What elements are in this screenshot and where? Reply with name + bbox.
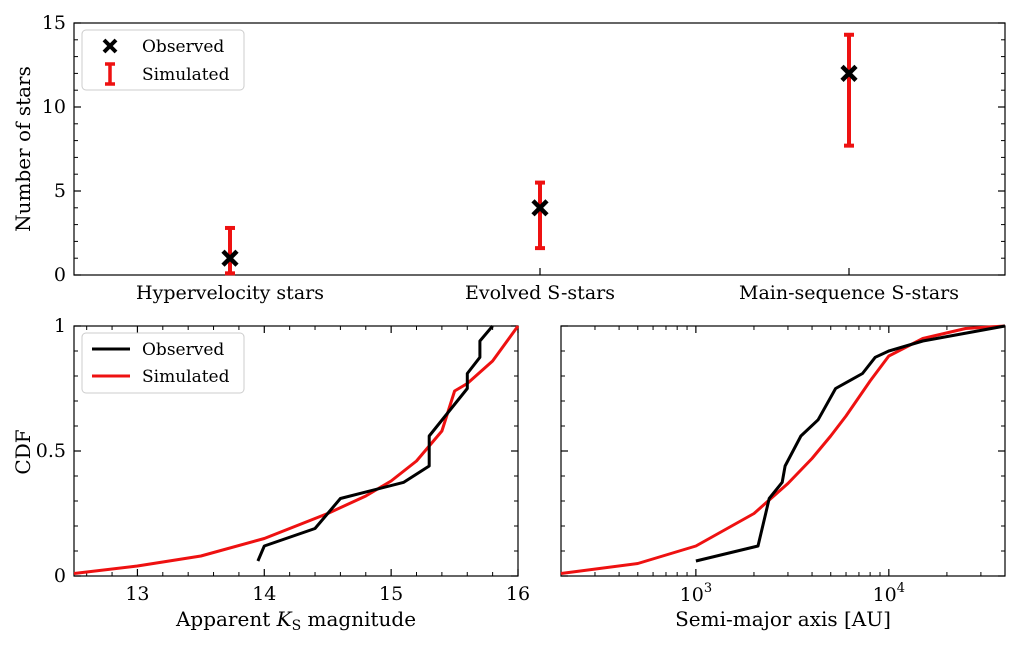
bl-legend: Observed Simulated (81, 332, 245, 394)
top-ytick-label: 0 (54, 264, 66, 286)
bl-line-observed (256, 325, 494, 562)
bl-xtick-label: 14 (252, 583, 276, 605)
br-line-observed (695, 324, 1006, 563)
bl-xtick-label: 15 (379, 583, 403, 605)
simulated-errorbar (535, 180, 545, 251)
observed-x-marker (840, 64, 858, 82)
br-plot-frame (560, 325, 1006, 577)
bottom-right-panel: 103 104 Semi-major axis [AU] (560, 324, 1006, 631)
bl-ytick-label: 0.5 (36, 440, 66, 462)
bl-legend-observed: Observed (142, 340, 224, 360)
simulated-errorbar (844, 32, 854, 148)
top-ylabel: Number of stars (11, 66, 35, 232)
legend-observed-marker (102, 38, 118, 54)
br-xlabel: Semi-major axis [AU] (675, 607, 891, 631)
top-ytick-label: 15 (42, 12, 66, 34)
legend-simulated-marker (105, 62, 115, 86)
bl-ytick-label: 0 (54, 565, 66, 587)
top-legend-observed: Observed (142, 37, 224, 57)
simulated-errorbar (225, 225, 235, 276)
br-xtick-label: 103 (680, 581, 712, 606)
observed-x-marker (221, 249, 239, 267)
br-line-simulated (560, 324, 1006, 575)
top-ytick-label: 5 (54, 180, 66, 202)
top-xtick-label: Evolved S-stars (465, 282, 615, 304)
top-xtick-label: Main-sequence S-stars (739, 282, 959, 304)
br-xtick-label: 104 (873, 581, 905, 606)
top-legend-box (81, 29, 245, 91)
top-ytick-label: 10 (42, 96, 66, 118)
bl-ytick-label: 1 (54, 315, 66, 337)
bl-legend-simulated: Simulated (142, 367, 230, 387)
bl-xtick-label: 16 (506, 583, 530, 605)
top-legend-simulated: Simulated (142, 65, 230, 85)
bl-ylabel: CDF (11, 429, 35, 474)
bl-xtick-label: 13 (125, 583, 149, 605)
top-xtick-label: Hypervelocity stars (136, 282, 324, 304)
top-legend: Observed Simulated (81, 29, 245, 91)
observed-x-marker (531, 199, 549, 217)
top-panel: 0 5 10 15 Hypervelocity stars Evolved S-stars… (11, 12, 1006, 304)
bl-xlabel: Apparent KS magnitude (175, 607, 416, 634)
